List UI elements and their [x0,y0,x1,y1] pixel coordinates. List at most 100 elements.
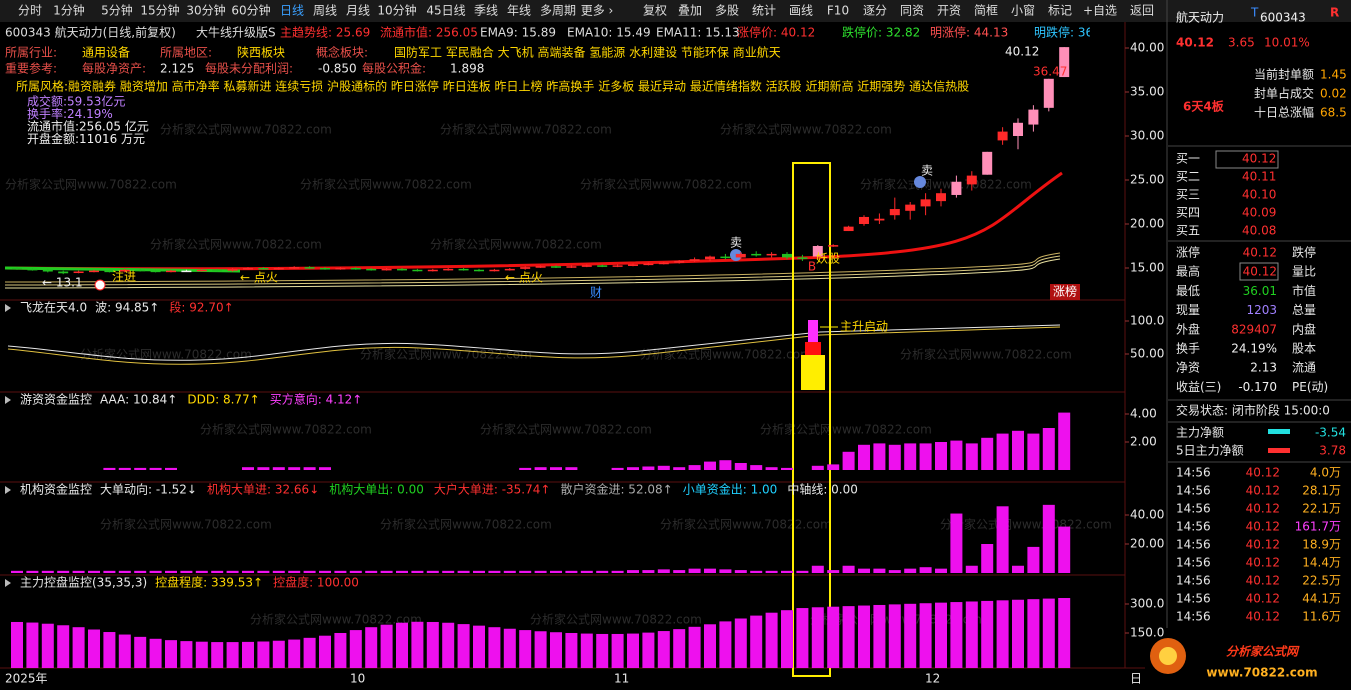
flow-bar [765,467,778,470]
panel-item: 控盘度: 100.00 [273,575,359,590]
tool-button[interactable]: 同资 [900,4,924,18]
flow-bar [688,465,701,470]
panel-tick-label: 2.00 [1130,435,1157,449]
period-button[interactable]: 周线 [313,4,337,18]
panel-tick-label: 150.0 [1130,625,1164,639]
flow-bar [580,633,593,668]
stock-mark: T [1250,6,1259,20]
stat-value: 40.12 [1243,246,1277,260]
candle-body [828,245,839,247]
period-button[interactable]: 多周期 [540,4,576,18]
tick-price: 40.12 [1246,466,1280,480]
flow-bar [103,467,116,470]
panel-item: 散户资金进: 52.08↑ [560,482,672,497]
tool-button[interactable]: 返回 [1130,4,1154,18]
period-button[interactable]: 分时 [18,4,42,18]
candle-body [135,269,146,272]
candle-body [320,268,330,270]
indicator: 流通市值: 256.05 [380,25,478,40]
tool-button[interactable]: 开资 [937,4,961,18]
flow-bar [180,570,193,573]
flow-bar [272,570,285,573]
stat-label: 流通 [1292,361,1316,375]
period-button[interactable]: 季线 [474,4,498,18]
tool-button[interactable]: 标记 [1048,4,1072,18]
flow-bar [904,443,917,470]
candle-body [658,262,669,265]
info-concept-label: 概念板块: [316,45,368,60]
period-button[interactable]: 30分钟 [186,3,225,18]
tool-button[interactable]: 小窗 [1011,4,1035,18]
flow-bar [303,467,316,470]
flow-bar [781,467,793,470]
tool-button[interactable]: 简框 [974,4,998,18]
candle-body [12,268,22,270]
flow-bar [627,570,639,573]
tool-button[interactable]: 逐分 [863,4,887,18]
candle-body [628,264,638,266]
sell-signal: 卖 [730,236,742,250]
period-button[interactable]: 60分钟 [231,3,270,18]
flow-bar [473,570,485,573]
flow-bar [272,640,285,668]
watermark: 分析家公式网www.70822.com [900,347,1072,362]
tool-button[interactable]: 复权 [643,4,667,18]
flow-bar [750,465,763,470]
flow-bar [550,570,562,573]
flow-bar [11,621,23,668]
period-button[interactable]: 1分钟 [53,3,85,18]
period-button[interactable]: 月线 [346,4,370,18]
period-button[interactable]: 5分钟 [101,3,133,18]
tool-button[interactable]: 画线 [789,4,813,18]
time-label: 12 [925,672,940,686]
candle-body [889,209,900,216]
panel-tick-label: 4.00 [1130,407,1157,421]
highlight-box [792,162,831,677]
tool-button[interactable]: 多股 [715,4,739,18]
flow-bar [750,615,763,668]
period-button[interactable]: 10分钟 [377,3,416,18]
tool-button[interactable]: +自选 [1083,4,1117,18]
watermark: 分析家公式网www.70822.com [150,237,322,252]
period-button[interactable]: 45日线 [426,4,465,18]
candle-body [150,270,161,273]
flow-bar [858,568,870,573]
stat-label: 总量 [1292,303,1316,317]
candle-body [42,269,53,272]
flow-bar [257,641,270,668]
ma-line [4,258,1061,289]
seal-value: 68.5 [1320,106,1347,120]
candle-body [350,268,361,270]
logo-name: 分析家公式网 [1226,645,1300,659]
tool-button[interactable]: 叠加 [678,4,702,18]
watermark: 分析家公式网www.70822.com [360,347,532,362]
flow-bar [349,630,362,668]
flow-bar [303,637,316,668]
candle-body [366,268,377,271]
candle-body [181,270,192,273]
indicator: 明跌停: 36. [1034,25,1097,40]
flow-bar [57,570,70,573]
period-button[interactable]: 日线 [280,4,304,18]
tool-button[interactable]: 统计 [752,4,776,18]
flow-bar [919,443,932,470]
flow-bar [765,570,778,573]
price-tick-label: 15.00 [1130,261,1164,275]
seal-label: 当前封单额 [1254,67,1314,82]
flow-bar [704,624,716,668]
flow-bar [565,467,578,470]
flow-bar [657,631,670,668]
period-button[interactable]: 更多 › [581,4,614,18]
indicator: 主趋势线: 25.69 [280,26,370,40]
period-button[interactable]: 年线 [507,4,531,18]
candle-body [1043,78,1054,108]
tick-price: 40.12 [1246,556,1280,570]
flow-bar [349,570,362,573]
price-tick-label: 35.00 [1130,85,1164,99]
tick-volume: 22.5万 [1302,574,1341,588]
book-focus [1215,150,1279,169]
indicator: 明涨停: 44.13 [930,25,1008,40]
tool-button[interactable]: F10 [827,4,849,18]
period-button[interactable]: 15分钟 [140,3,179,18]
